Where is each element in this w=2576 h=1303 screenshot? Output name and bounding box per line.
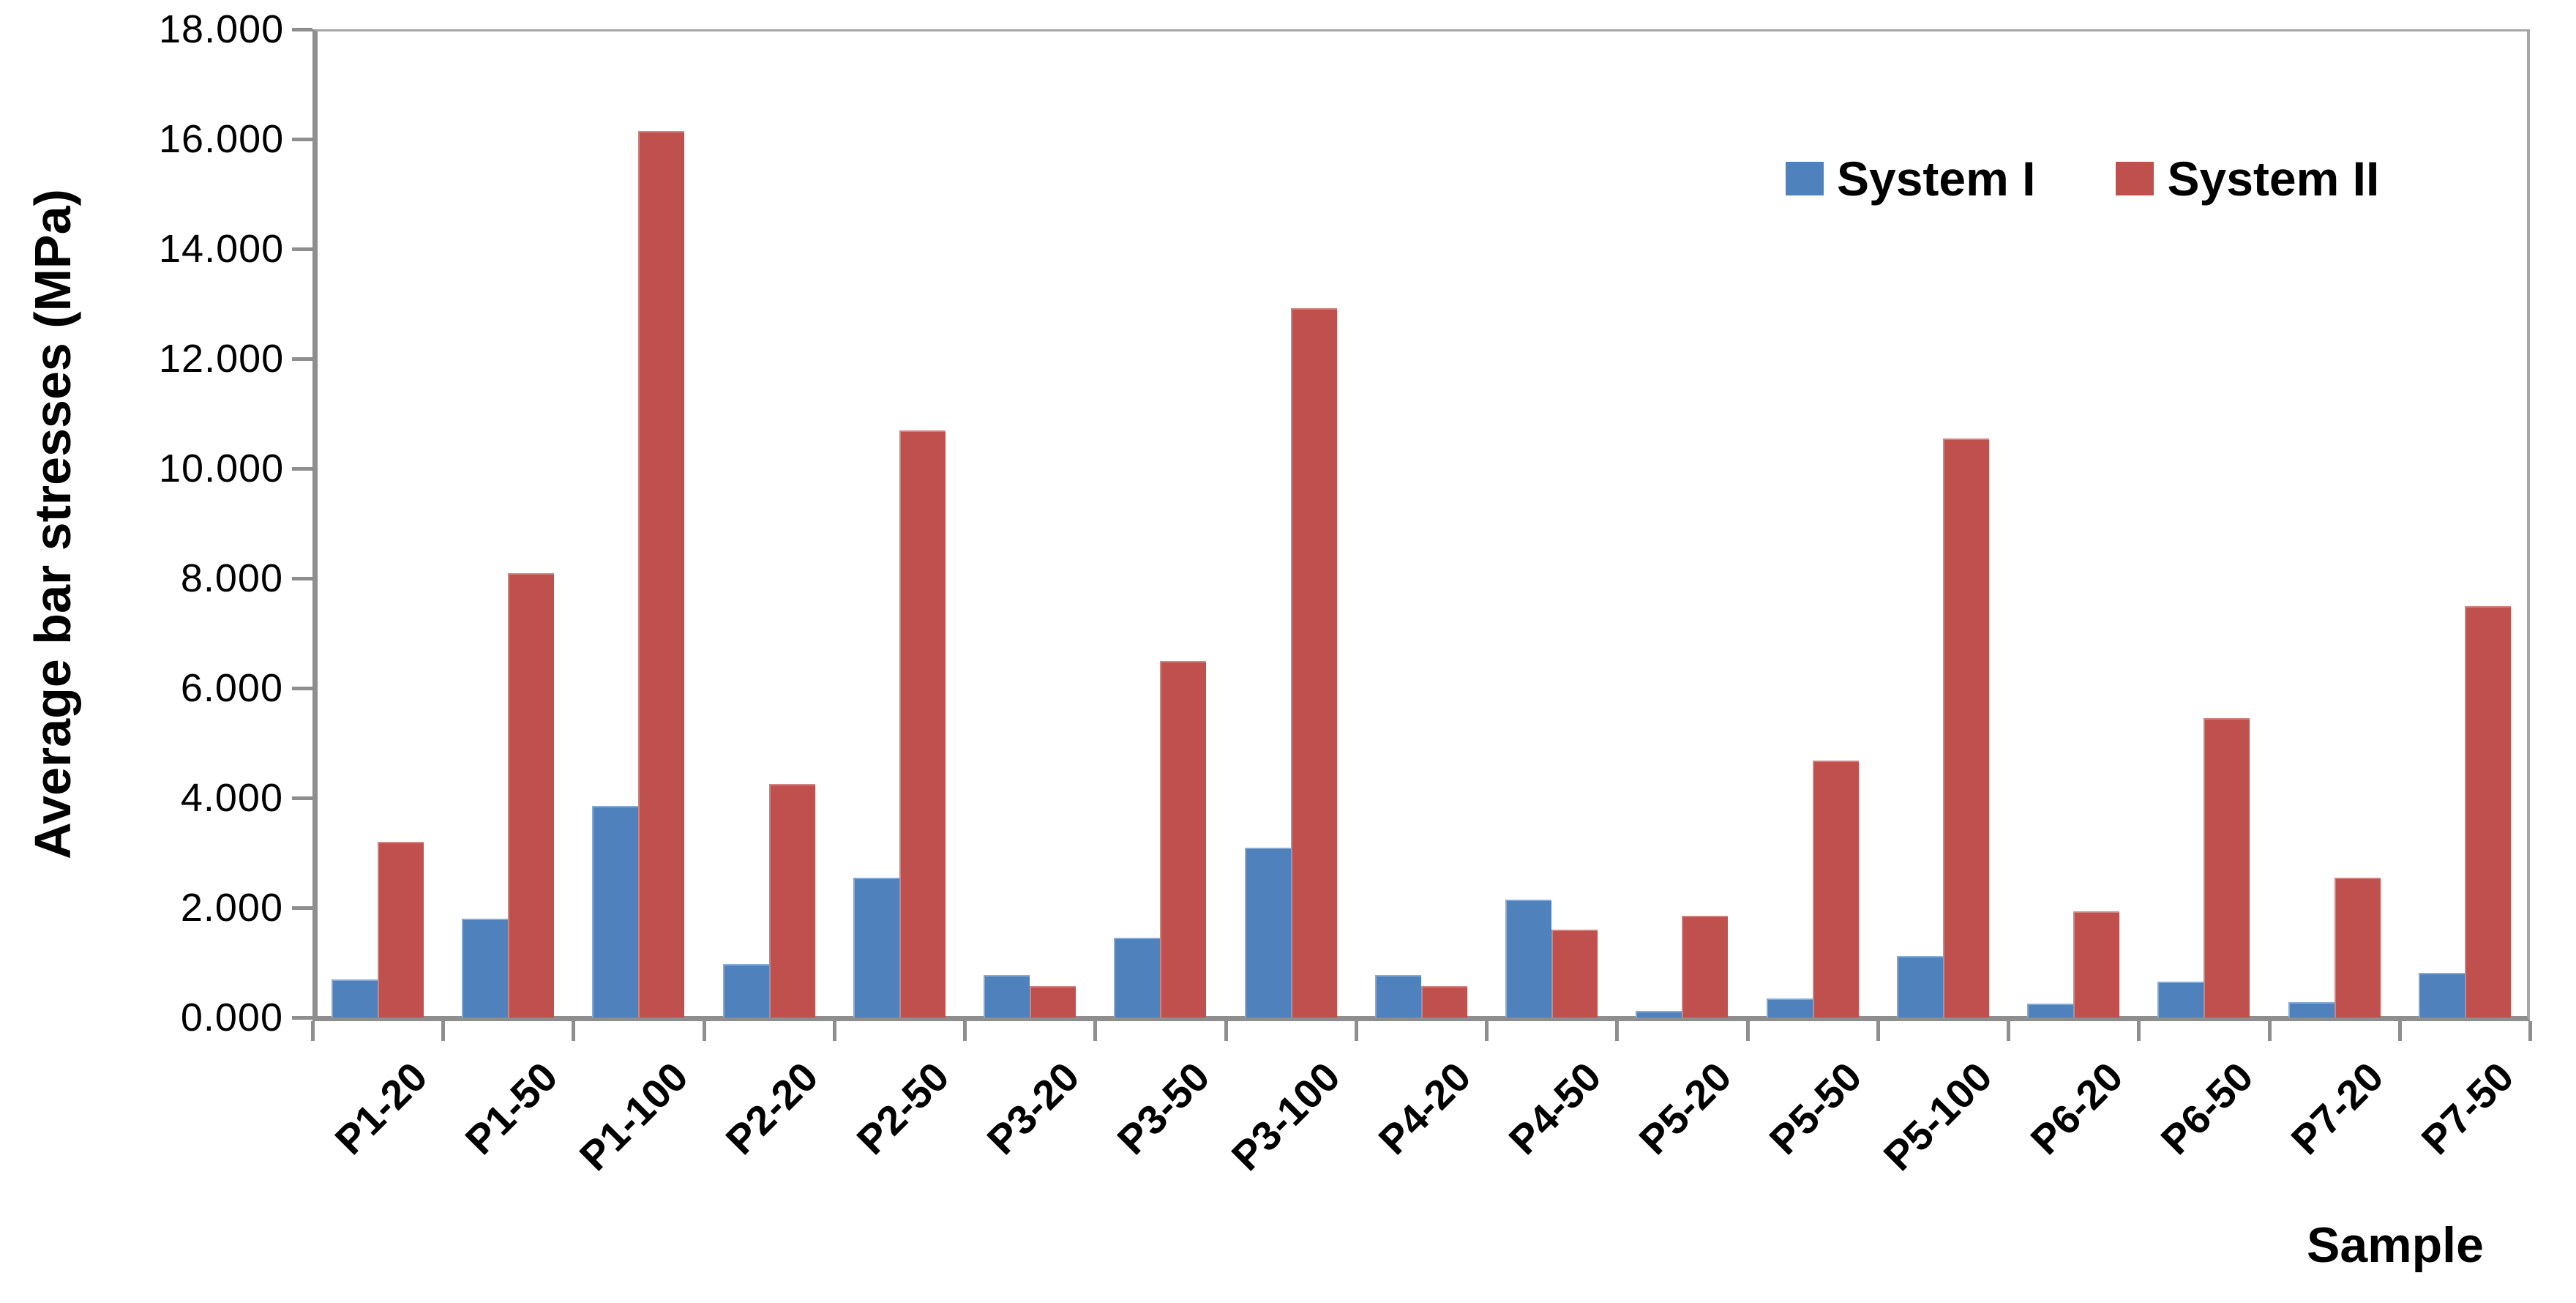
bar-system-ii-p7-50 [2464, 605, 2511, 1018]
legend-swatch-system-ii [2116, 162, 2154, 195]
y-axis-tick [292, 138, 312, 141]
bar-system-i-p2-20 [722, 963, 769, 1018]
category-label-p6-50: P6-50 [2152, 1053, 2262, 1163]
x-axis-tick [2007, 1021, 2011, 1041]
x-axis-title: Sample [2307, 1217, 2484, 1273]
bar-system-i-p7-50 [2418, 972, 2465, 1018]
bar-system-ii-p3-100 [1290, 308, 1337, 1018]
category-label-p1-100: P1-100 [570, 1053, 697, 1179]
bar-system-ii-p7-20 [2334, 877, 2381, 1018]
bar-system-i-p1-100 [592, 806, 639, 1018]
x-axis-tick [1615, 1021, 1620, 1041]
category-label-p7-20: P7-20 [2282, 1053, 2392, 1163]
bar-system-ii-p2-20 [768, 784, 815, 1018]
x-axis-tick [1485, 1021, 1489, 1041]
x-axis-tick [2397, 1021, 2402, 1041]
bar-system-i-p7-20 [2288, 1002, 2334, 1018]
category-label-p5-20: P5-20 [1630, 1053, 1740, 1163]
legend: System I System II [1786, 151, 2379, 206]
x-axis-tick [1876, 1021, 1880, 1041]
bar-system-i-p6-20 [2027, 1003, 2074, 1018]
x-axis-tick [1745, 1021, 1750, 1041]
legend-swatch-system-i [1786, 162, 1824, 195]
bar-system-i-p3-50 [1114, 938, 1161, 1018]
legend-item-system-i: System I [1786, 151, 2035, 206]
category-label-p5-100: P5-100 [1874, 1053, 2002, 1179]
y-axis-tick-label: 18.000 [159, 7, 285, 51]
y-axis-tick [292, 467, 312, 471]
y-axis-tick [292, 247, 312, 251]
y-axis-tick-label: 10.000 [159, 447, 285, 490]
bar-system-ii-p1-100 [638, 130, 685, 1018]
y-axis-tick-label: 6.000 [180, 666, 283, 710]
y-axis-title: Average bar stresses (MPa) [24, 189, 81, 859]
category-label-p3-20: P3-20 [978, 1053, 1088, 1163]
bar-system-ii-p2-50 [899, 430, 946, 1018]
bar-system-ii-p6-50 [2204, 718, 2250, 1018]
bar-system-ii-p1-20 [378, 842, 424, 1018]
bar-system-i-p3-20 [984, 974, 1030, 1018]
y-axis-tick-label: 14.000 [159, 227, 285, 271]
x-axis-tick [311, 1021, 315, 1041]
category-label-p3-50: P3-50 [1108, 1053, 1218, 1163]
bar-system-ii-p1-50 [508, 572, 555, 1018]
legend-item-system-ii: System II [2116, 151, 2379, 206]
bar-system-i-p1-50 [462, 919, 509, 1018]
y-axis-tick [292, 1016, 312, 1020]
bar-system-ii-p4-20 [1420, 985, 1467, 1018]
y-axis-tick [292, 577, 312, 580]
x-axis-tick [572, 1021, 576, 1041]
bar-system-ii-p4-50 [1551, 930, 1598, 1018]
y-axis-tick [292, 906, 312, 910]
x-axis-tick [1093, 1021, 1098, 1041]
bar-system-ii-p6-20 [2073, 911, 2120, 1018]
category-label-p4-50: P4-50 [1499, 1053, 1610, 1163]
bar-system-ii-p3-20 [1030, 985, 1077, 1018]
x-axis-tick [2137, 1021, 2141, 1041]
bar-system-i-p2-50 [853, 877, 899, 1018]
bar-system-ii-p5-100 [1942, 438, 1989, 1018]
y-axis-tick [292, 357, 312, 361]
y-axis-tick-label: 4.000 [180, 776, 283, 820]
y-axis-tick-label: 0.000 [180, 996, 283, 1039]
category-label-p2-50: P2-50 [847, 1053, 958, 1163]
category-label-p1-50: P1-50 [456, 1053, 566, 1163]
bar-system-i-p5-50 [1766, 998, 1813, 1018]
bar-system-ii-p3-50 [1160, 660, 1207, 1018]
x-axis-tick [702, 1021, 706, 1041]
category-label-p3-100: P3-100 [1222, 1053, 1349, 1179]
y-axis-tick [292, 796, 312, 800]
y-axis-tick [292, 28, 312, 31]
x-axis-tick [2267, 1021, 2272, 1041]
x-axis-tick [2528, 1021, 2532, 1041]
category-label-p7-50: P7-50 [2412, 1053, 2523, 1163]
x-axis-tick [963, 1021, 967, 1041]
bar-system-i-p4-20 [1374, 974, 1421, 1018]
bar-system-i-p1-20 [332, 979, 378, 1018]
x-axis-tick [1224, 1021, 1228, 1041]
bar-system-ii-p5-50 [1812, 761, 1859, 1018]
bar-system-i-p3-100 [1244, 847, 1291, 1018]
category-label-p2-20: P2-20 [716, 1053, 828, 1163]
x-axis-tick [441, 1021, 446, 1041]
x-axis-tick [832, 1021, 836, 1041]
bar-system-i-p5-20 [1636, 1011, 1682, 1018]
category-label-p1-20: P1-20 [326, 1053, 436, 1163]
legend-label-system-i: System I [1837, 152, 2036, 206]
category-label-p5-50: P5-50 [1760, 1053, 1871, 1163]
y-axis-tick-label: 16.000 [159, 117, 285, 161]
y-axis-tick [292, 687, 312, 690]
bar-system-i-p4-50 [1505, 899, 1552, 1018]
x-axis-tick [1354, 1021, 1358, 1041]
category-label-p6-20: P6-20 [2021, 1053, 2132, 1163]
bar-system-i-p6-50 [2157, 982, 2204, 1018]
legend-label-system-ii: System II [2167, 152, 2380, 206]
y-axis-tick-label: 12.000 [159, 337, 285, 381]
y-axis-tick-label: 8.000 [180, 556, 283, 600]
y-axis-tick-label: 2.000 [180, 886, 283, 930]
bar-system-i-p5-100 [1896, 956, 1943, 1018]
bar-system-ii-p5-20 [1682, 916, 1729, 1018]
category-label-p4-20: P4-20 [1369, 1053, 1480, 1163]
